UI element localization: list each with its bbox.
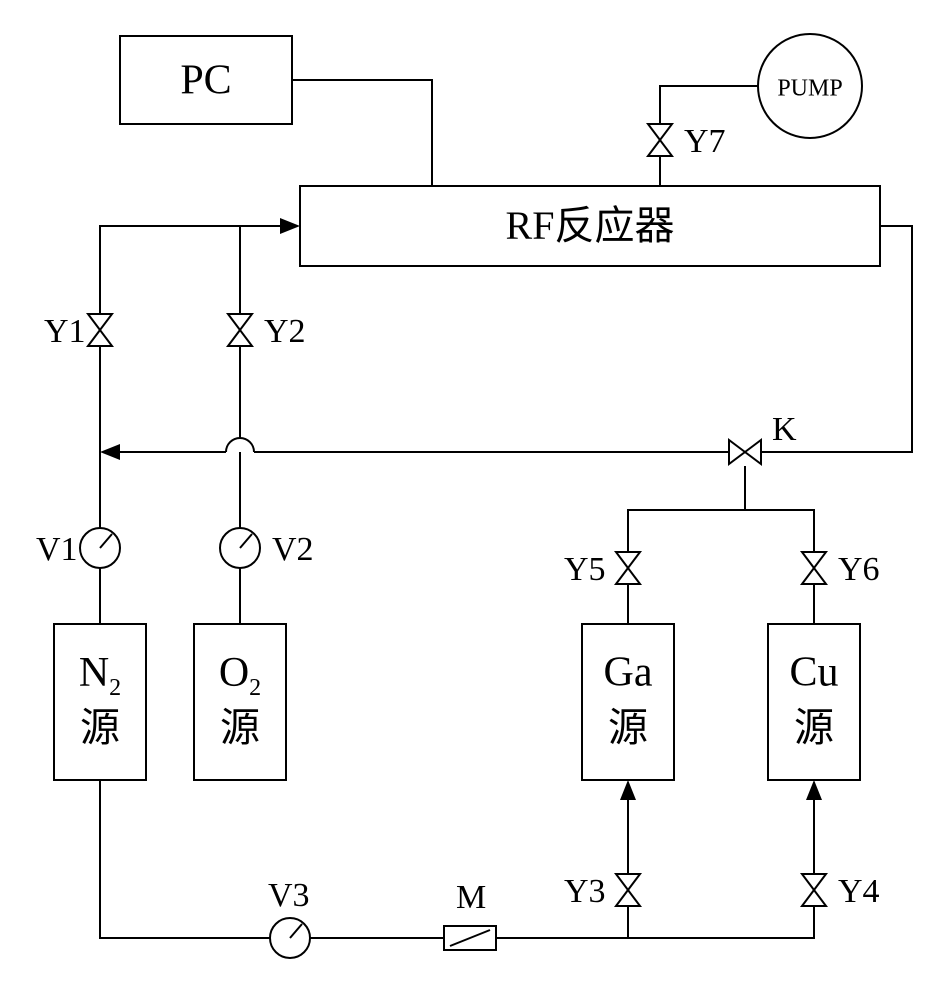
o2-label-cjk: 源	[220, 705, 260, 750]
valve-y2	[228, 314, 252, 346]
valve-y6	[802, 552, 826, 584]
v1-label: V1	[36, 531, 78, 568]
gauge-v2	[220, 528, 260, 568]
arrow-k-n2	[100, 444, 120, 460]
n2-label-cjk: 源	[80, 705, 120, 750]
valve-y7	[648, 124, 672, 156]
o2-box	[194, 624, 286, 780]
arrow-n2-reactor	[280, 218, 300, 234]
cu-label: Cu	[789, 650, 838, 696]
y6-label: Y6	[838, 551, 880, 588]
v2-label: V2	[272, 531, 314, 568]
valve-y1	[88, 314, 112, 346]
wire-pc-reactor	[292, 80, 432, 186]
cu-box	[768, 624, 860, 780]
valve-y5	[616, 552, 640, 584]
valve-y4	[802, 874, 826, 906]
gauge-v3	[270, 918, 310, 958]
y5-label: Y5	[564, 551, 606, 588]
wire-n2-bottom	[100, 780, 270, 938]
ga-box	[582, 624, 674, 780]
wire-k-down	[628, 466, 814, 552]
m-label: M	[456, 879, 486, 916]
valve-y3	[616, 874, 640, 906]
wire-y1-top	[100, 226, 286, 314]
gauge-v1	[80, 528, 120, 568]
filter-m	[444, 926, 496, 950]
y4-label: Y4	[838, 873, 880, 910]
y7-label: Y7	[684, 123, 726, 160]
cu-label-cjk: 源	[794, 705, 834, 750]
k-label: K	[772, 411, 797, 448]
arrow-y3-ga	[620, 780, 636, 800]
v3-label: V3	[268, 877, 310, 914]
wire-pump-y7	[660, 86, 758, 124]
valve-k	[729, 440, 761, 464]
y2-label: Y2	[264, 313, 306, 350]
arrow-y4-cu	[806, 780, 822, 800]
ga-label: Ga	[604, 650, 653, 696]
wire-jump-o2	[226, 438, 254, 452]
y1-label: Y1	[44, 313, 86, 350]
n2-box	[54, 624, 146, 780]
pump-label: PUMP	[777, 76, 842, 102]
ga-label-cjk: 源	[608, 705, 648, 750]
y3-label: Y3	[564, 873, 606, 910]
reactor-label: RF反应器	[506, 203, 675, 248]
wire-m-split	[496, 906, 814, 938]
pc-label: PC	[180, 58, 231, 104]
